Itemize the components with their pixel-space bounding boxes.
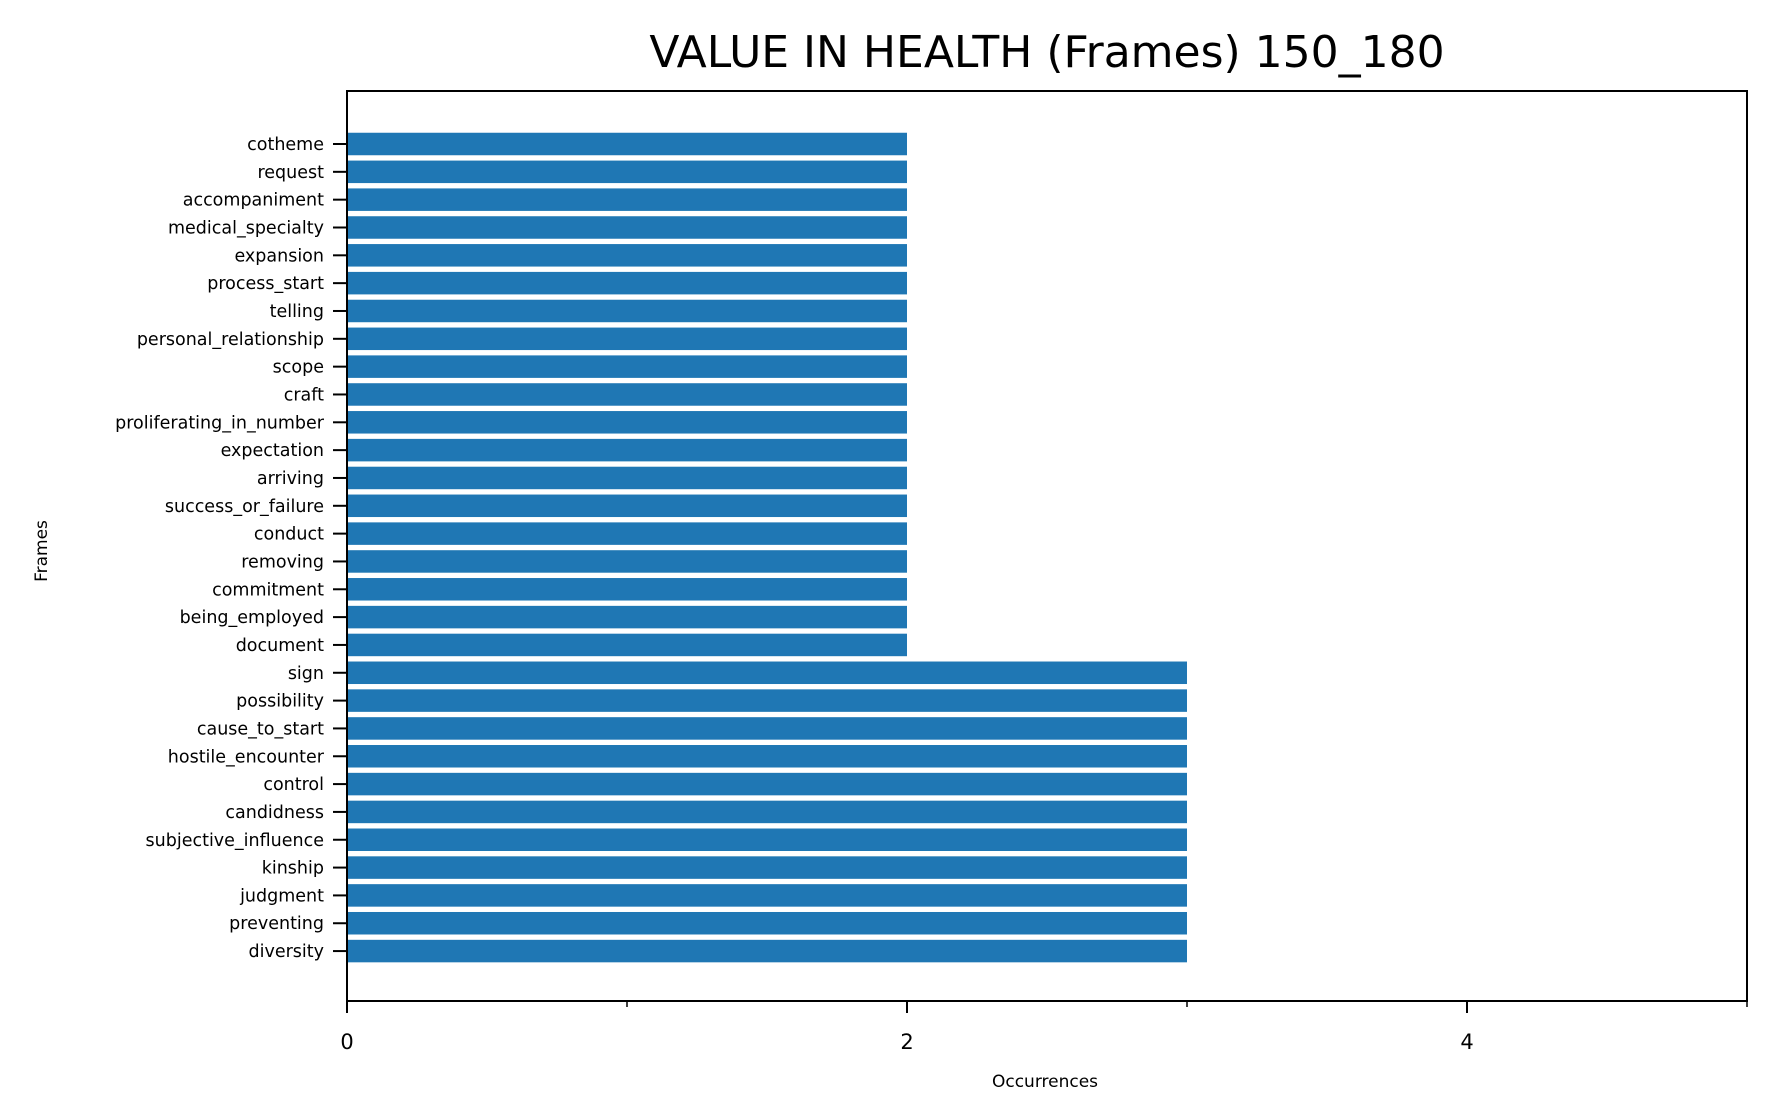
plot-frame — [346, 90, 1748, 1002]
bar-subjective-influence — [347, 828, 1187, 851]
bar-removing — [347, 550, 907, 573]
y-tick-label: judgment — [239, 886, 324, 906]
y-tick-label: scope — [273, 358, 324, 378]
bar-conduct — [347, 522, 907, 545]
bar-success-or-failure — [347, 494, 907, 518]
y-tick-label: cotheme — [247, 135, 324, 155]
bar-cause-to-start — [347, 717, 1187, 740]
x-axis-ticks: 0 2 4 — [340, 1001, 1748, 1054]
y-tick-label: craft — [284, 385, 324, 405]
bar-accompaniment — [347, 188, 907, 211]
y-tick-label: being_employed — [180, 608, 324, 628]
bar-document — [347, 633, 907, 657]
y-tick-label: medical_specialty — [168, 218, 324, 238]
y-tick-label: process_start — [207, 274, 324, 294]
y-tick-label: control — [263, 775, 324, 795]
x-tick-label: 4 — [1460, 1030, 1473, 1054]
y-tick-label: telling — [270, 302, 324, 322]
y-tick-label: sign — [288, 664, 324, 684]
y-tick-label: proliferating_in_number — [115, 413, 325, 433]
y-tick-label: diversity — [249, 942, 325, 962]
y-tick-label: removing — [241, 552, 324, 572]
bar-medical-specialty — [347, 216, 907, 239]
y-tick-label: cause_to_start — [197, 719, 324, 739]
bar-preventing — [347, 911, 1187, 935]
bar-telling — [347, 299, 907, 323]
bar-scope — [347, 355, 907, 378]
y-tick-label: subjective_influence — [146, 831, 324, 851]
y-tick-label: possibility — [236, 692, 324, 712]
bar-arriving — [347, 466, 907, 490]
bar-expectation — [347, 438, 907, 462]
y-tick-label: personal_relationship — [137, 330, 324, 350]
bar-diversity — [347, 939, 1187, 963]
y-axis-label: Frames — [32, 520, 52, 582]
y-tick-label: document — [236, 636, 324, 656]
bar-expansion — [347, 244, 907, 267]
bar-personal-relationship — [347, 327, 907, 351]
y-tick-label: candidness — [225, 803, 324, 823]
y-tick-label: hostile_encounter — [168, 747, 325, 767]
y-tick-label: success_or_failure — [165, 497, 324, 517]
bar-judgment — [347, 884, 1187, 907]
y-tick-label: commitment — [212, 580, 324, 600]
bar-proliferating-in-number — [347, 411, 907, 434]
y-tick-label: request — [257, 163, 324, 183]
bar-hostile-encounter — [347, 745, 1187, 768]
y-tick-label: kinship — [262, 859, 324, 879]
x-tick-label: 0 — [340, 1030, 353, 1054]
y-tick-label: arriving — [257, 469, 324, 489]
bar-kinship — [347, 856, 1187, 879]
bars-group — [347, 132, 1187, 963]
y-tick-label: accompaniment — [183, 191, 324, 211]
bar-request — [347, 160, 907, 184]
y-axis-ticks: cotheme request accompaniment medical_speci… — [115, 135, 347, 962]
bar-commitment — [347, 578, 907, 601]
x-tick-label: 2 — [900, 1030, 913, 1054]
bar-being-employed — [347, 605, 907, 629]
bar-process-start — [347, 271, 907, 295]
x-axis-label: Occurrences — [992, 1072, 1098, 1092]
y-tick-label: expansion — [234, 246, 324, 266]
y-tick-label: expectation — [221, 441, 324, 461]
bar-control — [347, 772, 1187, 796]
bar-candidness — [347, 800, 1187, 824]
chart-title: VALUE IN HEALTH (Frames) 150_180 — [649, 27, 1444, 78]
bar-sign — [347, 661, 1187, 685]
y-tick-label: conduct — [254, 525, 324, 545]
bar-craft — [347, 383, 907, 406]
y-tick-label: preventing — [229, 914, 324, 934]
bar-cotheme — [347, 132, 907, 156]
bar-possibility — [347, 689, 1187, 712]
